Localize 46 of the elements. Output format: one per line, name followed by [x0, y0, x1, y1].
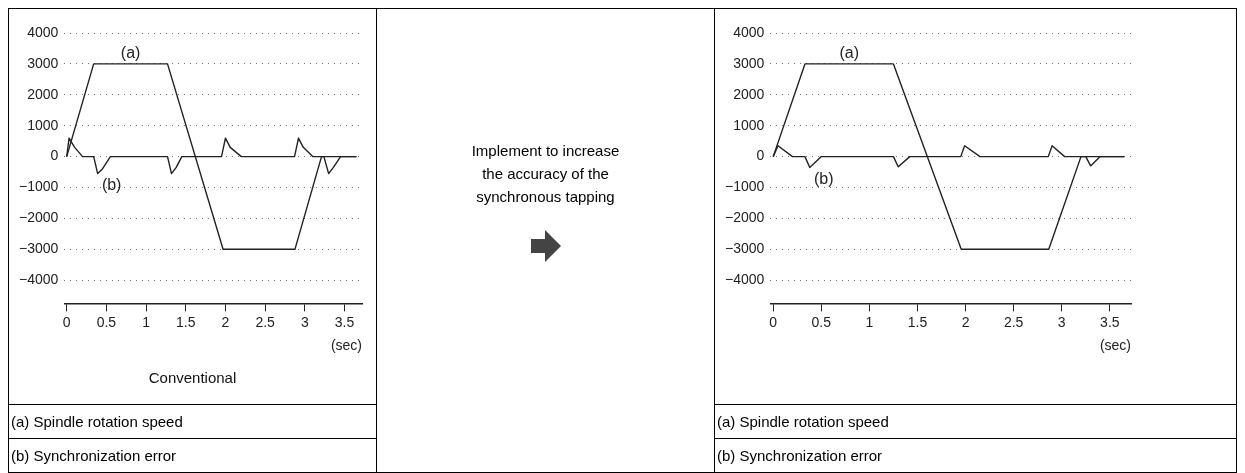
text: (a) Spindle rotation speed: [9, 404, 376, 438]
text: (b) Synchronization error: [715, 438, 1236, 472]
y-tick-label: 0: [756, 147, 765, 164]
x-axis-title: (sec): [1099, 337, 1131, 354]
x-tick-label: 0: [62, 313, 71, 330]
series-label: (b): [813, 169, 834, 187]
x-tick-label: 1.5: [907, 313, 928, 330]
y-tick-label: −4000: [724, 271, 765, 288]
x-tick-label: 3: [1057, 313, 1066, 330]
y-tick-label: 2000: [733, 85, 765, 102]
x-tick-label: 1.5: [176, 313, 196, 330]
x-tick-label: 1: [142, 313, 151, 330]
series-label: (a): [839, 44, 859, 62]
series-label: (a): [120, 44, 141, 62]
y-tick-label: −3000: [724, 240, 765, 257]
y-tick-label: −4000: [18, 271, 59, 288]
y-tick-label: 0: [50, 147, 59, 164]
x-axis-title: (sec): [330, 337, 362, 354]
y-tick-label: 4000: [733, 23, 765, 40]
x-tick-label: 2.5: [1003, 313, 1024, 330]
y-tick-label: 3000: [27, 54, 59, 71]
y-tick-label: 3000: [733, 54, 765, 71]
text: (a) Spindle rotation speed: [715, 404, 1236, 438]
text: Implement to increase the accuracy of the synchronous tapping: [470, 141, 621, 207]
x-tick-label: 3.5: [334, 313, 355, 330]
y-tick-label: −1000: [724, 178, 765, 195]
y-tick-label: −2000: [18, 209, 59, 226]
y-tick-label: 1000: [27, 116, 59, 133]
x-tick-label: 0.5: [811, 313, 832, 330]
y-tick-label: 2000: [27, 85, 59, 102]
text: (b) Synchronization error: [9, 438, 376, 472]
y-tick-label: −2000: [724, 209, 765, 226]
y-tick-label: −3000: [18, 240, 59, 257]
y-tick-label: 1000: [733, 116, 765, 133]
x-tick-label: 0.5: [96, 313, 117, 330]
x-tick-label: 2: [221, 313, 230, 330]
x-tick-label: 1: [865, 313, 874, 330]
y-tick-label: 4000: [27, 23, 59, 40]
series-label: (b): [101, 176, 122, 194]
x-tick-label: 2.5: [255, 313, 276, 330]
x-tick-label: 3.5: [1100, 313, 1120, 330]
y-tick-label: −1000: [18, 178, 59, 195]
text: Conventional: [148, 369, 237, 386]
x-tick-label: 2: [961, 313, 970, 330]
x-tick-label: 0: [769, 313, 778, 330]
x-tick-label: 3: [300, 313, 309, 330]
